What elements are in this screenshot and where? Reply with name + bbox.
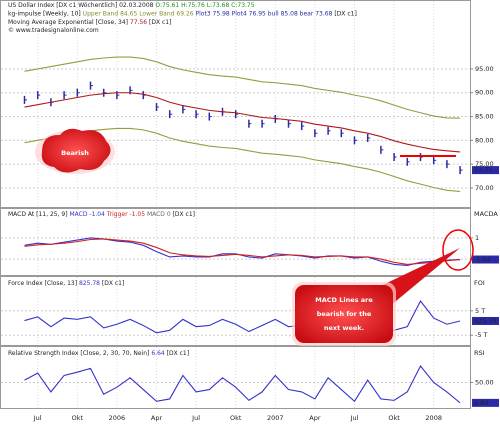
x-tick-label: Jul — [350, 414, 359, 422]
title: MACD At [11, 25, 9] — [8, 211, 68, 218]
callout-line: bearish for the — [317, 310, 372, 318]
extra: MACD 0 — [147, 211, 171, 218]
force-header: Force Index [Close, 13] 825.78 [DX c1] — [8, 280, 124, 287]
current-value-label: 825.78 — [474, 317, 497, 325]
current-value-box — [472, 255, 499, 264]
x-tick-label: Okt — [72, 414, 84, 422]
indicator: kg-impulse [Weekly, 10] — [8, 10, 81, 17]
x-tick-label: Jul — [33, 414, 42, 422]
series-line — [24, 92, 461, 153]
legend-value: 825.78 — [79, 280, 100, 287]
y-tick-label: 75.00 — [475, 160, 494, 168]
y-tick-label: 80.00 — [475, 136, 494, 144]
y-tick-label: 95.00 — [475, 65, 494, 73]
legend-value: -1.04 — [89, 211, 105, 218]
source: [DX c1] — [102, 280, 124, 287]
price-header: US Dollar Index [DX c1 Wöchentlich] 02.0… — [8, 2, 255, 9]
x-tick-label: Okt — [230, 414, 242, 422]
panel-label: RSI — [474, 349, 485, 357]
callout-line: next week. — [324, 324, 364, 332]
series-line — [24, 238, 461, 265]
panel-label: FOI — [474, 279, 485, 287]
y-tick-label: 70.00 — [475, 184, 494, 192]
y-tick-label: 85.00 — [475, 113, 494, 121]
title: US Dollar Index [DX c1 Wöchentlich] 02.0… — [8, 2, 154, 9]
rsi-header: Relative Strength Index [Close, 2, 30, 7… — [8, 350, 189, 357]
y-tick-label: 1 — [475, 234, 479, 242]
ema-header: Moving Average Exponential [Close, 34] 7… — [8, 19, 171, 26]
highlight-circle — [442, 229, 474, 271]
source: [DX c1] — [149, 19, 171, 26]
panel-label: MACDA — [474, 210, 498, 218]
legend-value: -1.05 — [129, 211, 145, 218]
current-value-box — [472, 316, 499, 325]
source: [DX c1] — [167, 350, 189, 357]
legend-label: Upper Band — [83, 10, 119, 17]
legend-label: MACD — [69, 211, 87, 218]
source: [DX c1] — [173, 211, 195, 218]
y-tick-label: 5 T — [475, 307, 485, 315]
title: Relative Strength Index [Close, 2, 30, 7… — [8, 350, 149, 357]
indicator-extra: Plot3 75.98 Plot4 76.95 bull 85.08 bear … — [196, 10, 333, 17]
legend-value: 77.56 — [130, 19, 147, 26]
rsi-frame — [0, 346, 471, 409]
source: [DX c1] — [334, 10, 356, 17]
series-line — [24, 56, 461, 119]
series-line — [24, 127, 461, 193]
legend-label: Trigger — [106, 211, 128, 218]
x-tick-label: Apr — [151, 414, 163, 422]
legend-value: 69.26 — [176, 10, 193, 17]
x-tick-label: 2006 — [109, 414, 126, 422]
series-line — [24, 365, 461, 404]
callout-line: MACD Lines are — [315, 296, 373, 304]
current-value-label: -1.04 — [474, 256, 491, 264]
bearish-label: Bearish — [61, 149, 89, 157]
macd-frame — [0, 208, 471, 276]
x-tick-label: Okt — [388, 414, 400, 422]
x-tick-label: 2007 — [267, 414, 284, 422]
x-tick-label: Jul — [191, 414, 200, 422]
y-tick-label: -5 T — [475, 331, 488, 339]
current-value-box — [472, 398, 499, 407]
current-value-label: 6.64 — [474, 399, 488, 407]
y-tick-label: 50.00 — [475, 379, 494, 387]
x-tick-label: 2008 — [425, 414, 442, 422]
macd-header: MACD At [11, 25, 9] MACD -1.04 Trigger -… — [8, 211, 195, 218]
indicator-header: kg-impulse [Weekly, 10] Upper Band 84.65… — [8, 10, 357, 17]
bearish-cloud — [41, 128, 111, 173]
y-tick-label: 90.00 — [475, 89, 494, 97]
ohlc: O:75.61 H:75.76 L:73.68 C:73.75 — [155, 2, 254, 9]
current-value-box — [472, 166, 499, 175]
callout-box — [295, 285, 393, 343]
price-frame — [0, 0, 471, 208]
title: Force Index [Close, 13] — [8, 280, 77, 287]
credit: © www.tradesignalonline.com — [8, 27, 99, 34]
legend-label: Moving Average Exponential [Close, 34] — [8, 19, 128, 26]
legend-value: 6.64 — [151, 350, 165, 357]
current-value-label: 73.75 — [474, 166, 493, 174]
x-tick-label: Apr — [309, 414, 321, 422]
legend-label: Lower Band — [139, 10, 174, 17]
legend-value: 84.65 — [120, 10, 137, 17]
